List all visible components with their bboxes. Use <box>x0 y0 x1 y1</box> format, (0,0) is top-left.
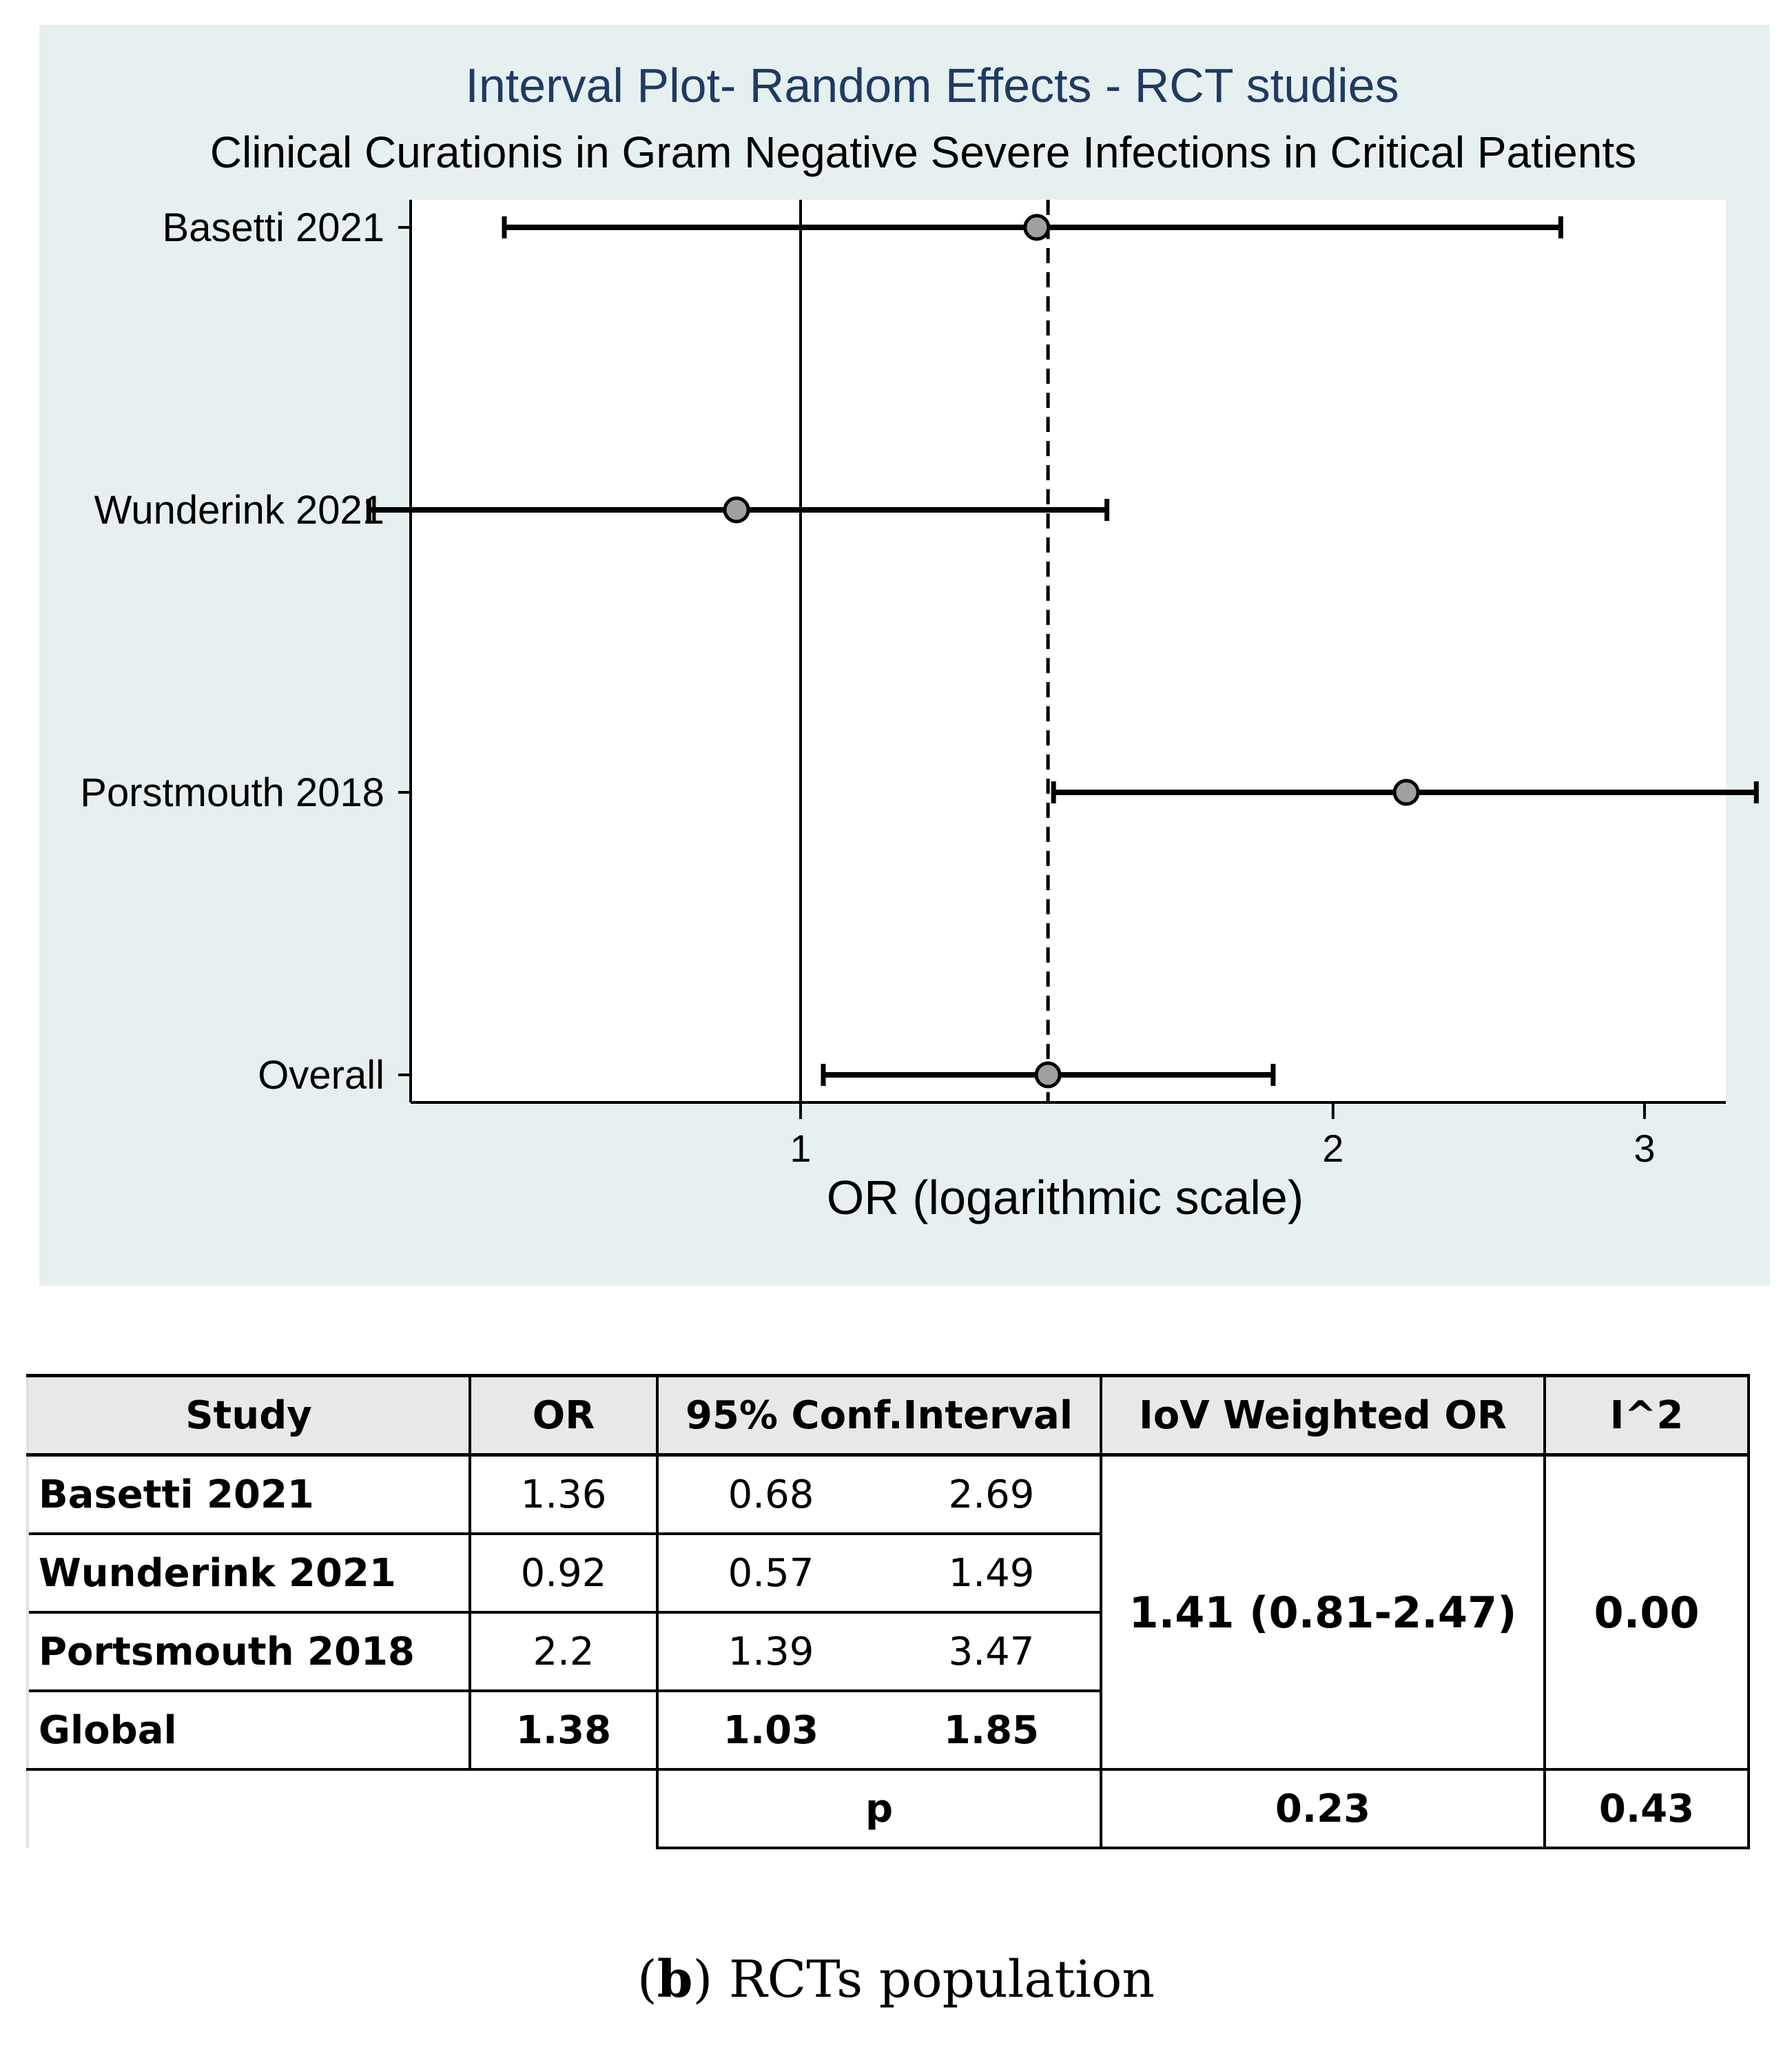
results-table: Study OR 95% Conf.Interval IoV Weighted … <box>26 1374 1750 1849</box>
caption-text: RCTs population <box>712 1950 1155 2009</box>
study-name: Wunderink 2021 <box>26 1532 470 1612</box>
point-estimate-marker <box>723 496 750 524</box>
p-value-i2: 0.43 <box>1545 1768 1750 1849</box>
y-tick-label: Basetti 2021 <box>163 205 384 250</box>
caption-letter: b <box>657 1950 693 2009</box>
table-header-row: Study OR 95% Conf.Interval IoV Weighted … <box>26 1374 1750 1457</box>
table-row: Wunderink 2021 0.92 0.57 1.49 <box>26 1532 1749 1612</box>
y-tick-label: Overall <box>258 1053 384 1098</box>
p-value-iov: 0.23 <box>1101 1768 1546 1849</box>
or-value: 0.92 <box>468 1532 657 1612</box>
plot-area <box>411 200 1726 1102</box>
study-name: Portsmouth 2018 <box>26 1611 470 1691</box>
x-tick-label: 1 <box>790 1127 811 1170</box>
ci-lower: 1.39 <box>656 1611 883 1691</box>
point-estimate-marker <box>1392 779 1420 806</box>
header-or: OR <box>468 1374 657 1457</box>
chart-title: Interval Plot- Random Effects - RCT stud… <box>465 59 1399 112</box>
or-value: 1.36 <box>468 1455 657 1534</box>
p-value-row: p 0.23 0.43 <box>26 1768 1750 1849</box>
ci-lower: 0.68 <box>656 1455 883 1534</box>
or-value: 1.38 <box>468 1689 657 1771</box>
iov-weighted-or: 1.41 (0.81-2.47) <box>1129 1587 1517 1638</box>
x-tick-label: 2 <box>1322 1127 1343 1170</box>
study-name: Global <box>26 1689 470 1771</box>
forest-plot: Interval Plot- Random Effects - RCT stud… <box>80 59 1759 1224</box>
ci-upper: 3.47 <box>883 1611 1102 1691</box>
table-row: Global 1.38 1.03 1.85 <box>26 1689 1749 1771</box>
ci-lower: 1.03 <box>656 1689 883 1771</box>
ci-upper: 1.49 <box>883 1532 1102 1612</box>
table-row: Basetti 2021 1.36 0.68 2.69 1.41 (0.81-2… <box>26 1455 1750 1769</box>
header-i2: I^2 <box>1543 1374 1750 1457</box>
header-ci: 95% Conf.Interval <box>656 1374 1101 1457</box>
figure-caption: (b) RCTs population <box>637 1950 1155 2009</box>
ci-upper: 1.85 <box>883 1689 1102 1771</box>
ci-lower: 0.57 <box>656 1532 883 1612</box>
x-axis-label: OR (logarithmic scale) <box>827 1171 1304 1224</box>
ci-upper: 2.69 <box>883 1455 1102 1534</box>
point-estimate-marker <box>1034 1061 1062 1089</box>
empty-cell <box>26 1769 657 1848</box>
y-tick-label: Porstmouth 2018 <box>80 770 384 815</box>
p-label: p <box>656 1768 1102 1849</box>
header-iov: IoV Weighted OR <box>1100 1374 1545 1457</box>
x-tick-label: 3 <box>1634 1127 1655 1170</box>
point-estimate-marker <box>1023 214 1051 241</box>
study-name: Basetti 2021 <box>26 1455 470 1534</box>
header-study: Study <box>26 1374 470 1457</box>
i2-value: 0.00 <box>1543 1455 1750 1769</box>
chart-subtitle: Clinical Curationis in Gram Negative Sev… <box>210 127 1636 177</box>
or-value: 2.2 <box>468 1611 657 1691</box>
y-tick-label: Wunderink 2021 <box>94 488 384 533</box>
table-row: Portsmouth 2018 2.2 1.39 3.47 <box>26 1611 1749 1691</box>
